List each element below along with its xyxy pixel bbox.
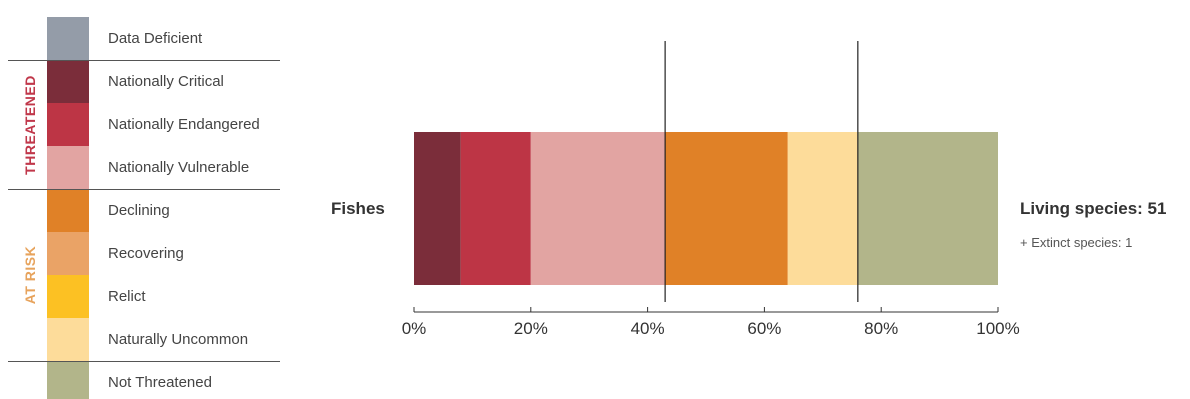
bar-segment-nationally-endangered [460, 132, 531, 285]
x-tick-label: 100% [976, 319, 1019, 338]
x-tick-label: 40% [631, 319, 665, 338]
extinct-species-label: + Extinct species: 1 [1020, 235, 1133, 250]
swatch-relict [47, 275, 89, 318]
legend-label-not-threatened: Not Threatened [108, 374, 212, 391]
legend-label-declining: Declining [108, 202, 170, 219]
swatch-not-threatened [47, 361, 89, 399]
living-species-label: Living species: 51 [1020, 199, 1167, 218]
swatch-recovering [47, 232, 89, 275]
legend: Data Deficient Nationally Critical Natio… [0, 0, 290, 399]
legend-divider [8, 60, 280, 61]
legend-divider [8, 189, 280, 190]
swatch-nationally-vulnerable [47, 146, 89, 189]
bar-segment-not-threatened [857, 132, 998, 285]
legend-label-data-deficient: Data Deficient [108, 30, 203, 47]
bar-segment-nationally-vulnerable [530, 132, 666, 285]
legend-label-naturally-uncommon: Naturally Uncommon [108, 331, 249, 348]
swatch-declining [47, 189, 89, 232]
swatch-nationally-endangered [47, 103, 89, 146]
category-label: Fishes [331, 199, 385, 218]
legend-label-relict: Relict [108, 288, 146, 305]
swatch-naturally-uncommon [47, 318, 89, 361]
legend-label-nationally-vulnerable: Nationally Vulnerable [108, 159, 250, 176]
bar-segment-naturally-uncommon [787, 132, 858, 285]
bar-segment-nationally-critical [414, 132, 461, 285]
x-tick-label: 80% [864, 319, 898, 338]
bar-segment-declining [665, 132, 788, 285]
swatch-nationally-critical [47, 60, 89, 103]
x-tick-label: 0% [402, 319, 427, 338]
x-tick-label: 60% [747, 319, 781, 338]
legend-label-recovering: Recovering [108, 245, 184, 262]
x-tick-label: 20% [514, 319, 548, 338]
legend-label-nationally-endangered: Nationally Endangered [108, 116, 260, 133]
swatch-data-deficient [47, 17, 89, 60]
legend-divider [8, 361, 280, 362]
legend-label-nationally-critical: Nationally Critical [108, 73, 224, 90]
